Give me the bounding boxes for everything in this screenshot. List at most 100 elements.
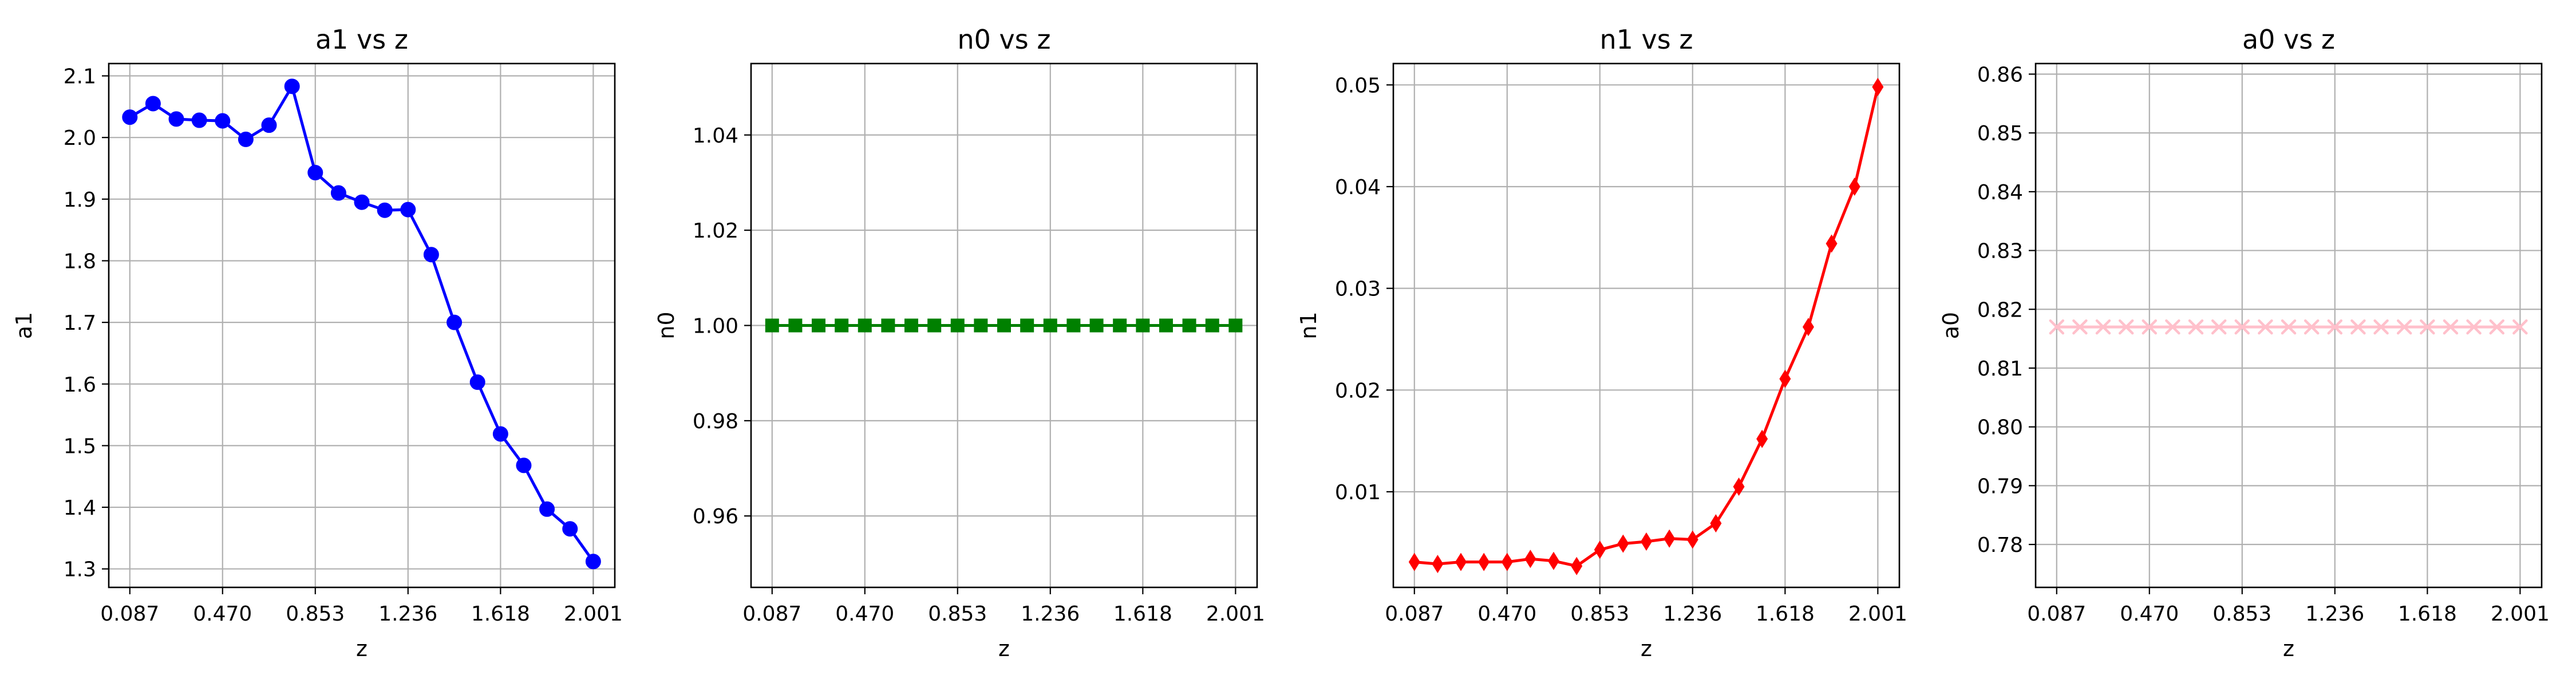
- data-point-marker: [765, 318, 779, 333]
- series-line: [129, 85, 595, 563]
- x-tick-label: 0.470: [1477, 602, 1536, 626]
- data-point-marker: [585, 554, 601, 570]
- x-axis-label: z: [2283, 636, 2294, 661]
- x-tick-label: 0.853: [286, 602, 345, 626]
- y-axis-label: a1: [11, 312, 37, 339]
- y-axis-label: a0: [1938, 312, 1963, 339]
- x-tick-label: 0.087: [742, 602, 801, 626]
- y-tick-label: 1.02: [693, 219, 738, 243]
- data-point-marker: [168, 111, 184, 127]
- x-tick-label: 1.618: [471, 602, 530, 626]
- data-point-marker: [1802, 318, 1814, 337]
- data-point-marker: [788, 318, 803, 333]
- y-tick-label: 0.84: [1977, 181, 2023, 204]
- data-point-marker: [2304, 319, 2320, 335]
- data-point-marker: [307, 165, 323, 181]
- data-point-marker: [2258, 319, 2273, 335]
- data-point-marker: [2072, 319, 2088, 335]
- data-point-marker: [1710, 514, 1722, 533]
- x-tick-label: 2.001: [1848, 602, 1907, 626]
- data-point-marker: [1205, 318, 1219, 333]
- data-point-marker: [2049, 319, 2065, 335]
- data-point-marker: [1478, 552, 1490, 571]
- chart-panel-1: 0.087 0.470 0.853 1.236 1.618 2.001 1.3 1.4 1.5 1…: [11, 24, 623, 661]
- x-tick-label: 2.001: [1206, 602, 1265, 626]
- y-tick-label: 2.0: [64, 127, 96, 150]
- y-tick-label: 1.5: [64, 435, 96, 458]
- data-point-marker: [1501, 552, 1513, 571]
- data-point-marker: [2489, 319, 2504, 335]
- x-tick-label: 0.853: [1570, 602, 1629, 626]
- data-point-marker: [1159, 318, 1173, 333]
- data-point-marker: [2211, 319, 2227, 335]
- x-axis-label: z: [998, 636, 1010, 661]
- x-tick-label: 1.236: [2305, 602, 2364, 626]
- data-point-marker: [1043, 318, 1057, 333]
- chart-title: n0 vs z: [958, 24, 1051, 55]
- data-point-marker: [2466, 319, 2482, 335]
- x-tick-label: 0.470: [2120, 602, 2179, 626]
- y-tick-label: 0.05: [1335, 74, 1381, 97]
- data-point-marker: [447, 314, 463, 330]
- data-point-marker: [1089, 318, 1104, 333]
- y-tick-label: 1.00: [693, 315, 738, 338]
- chart-title: n1 vs z: [1600, 24, 1693, 55]
- y-tick-label: 0.82: [1977, 298, 2023, 322]
- y-tick-label: 0.86: [1977, 63, 2023, 86]
- data-point-marker: [1848, 177, 1860, 196]
- data-point-marker: [858, 318, 872, 333]
- chart-panel-2: 0.087 0.470 0.853 1.236 1.618 2.001 0.96 0.98 1.…: [654, 24, 1265, 661]
- data-point-marker: [1641, 532, 1652, 551]
- axes-frame: [1392, 62, 1901, 589]
- data-point-marker: [354, 194, 370, 210]
- data-point-marker: [1524, 550, 1536, 568]
- data-point-marker: [2443, 319, 2459, 335]
- data-point-marker: [2373, 319, 2389, 335]
- x-axis-label: z: [1641, 636, 1652, 661]
- data-point-marker: [122, 109, 138, 125]
- y-tick-label: 0.80: [1977, 416, 2023, 440]
- data-point-marker: [1756, 429, 1768, 448]
- data-point-marker: [1826, 234, 1838, 253]
- y-tick-label: 0.78: [1977, 534, 2023, 557]
- axes-frame: [108, 62, 616, 589]
- data-point-marker: [997, 318, 1011, 333]
- y-tick-label: 0.04: [1335, 176, 1381, 199]
- y-tick-label: 1.4: [64, 496, 96, 520]
- chart-title: a0 vs z: [2242, 24, 2335, 55]
- data-point-marker: [1733, 477, 1745, 496]
- data-point-marker: [377, 202, 393, 218]
- y-axis-label: n1: [1296, 311, 1321, 339]
- y-tick-label: 1.04: [693, 124, 738, 148]
- chart-panel-4: 0.087 0.470 0.853 1.236 1.618 2.001 0.78 0.79 0.…: [1938, 24, 2550, 661]
- data-point-marker: [2396, 319, 2412, 335]
- data-point-marker: [400, 202, 416, 218]
- y-tick-label: 0.01: [1335, 481, 1381, 504]
- x-tick-label: 0.470: [835, 602, 894, 626]
- y-tick-label: 0.96: [693, 505, 738, 528]
- data-point-marker: [1664, 529, 1676, 548]
- y-tick-label: 0.98: [693, 410, 738, 433]
- x-tick-label: 1.236: [1021, 602, 1080, 626]
- y-tick-label: 1.3: [64, 558, 96, 582]
- y-tick-label: 0.03: [1335, 278, 1381, 301]
- chart-title: a1 vs z: [315, 24, 408, 55]
- data-point-marker: [2095, 319, 2111, 335]
- data-point-marker: [2118, 319, 2134, 335]
- data-point-marker: [2234, 319, 2250, 335]
- x-tick-label: 1.236: [378, 602, 437, 626]
- data-point-marker: [974, 318, 988, 333]
- data-point-marker: [1136, 318, 1150, 333]
- x-tick-label: 0.853: [928, 602, 987, 626]
- axes-frame: [750, 62, 1258, 589]
- data-point-marker: [191, 112, 207, 128]
- data-point-marker: [835, 318, 849, 333]
- data-point-marker: [1455, 552, 1467, 571]
- x-tick-label: 0.087: [2027, 602, 2086, 626]
- data-point-marker: [2281, 319, 2297, 335]
- data-point-marker: [1408, 552, 1420, 571]
- chart-panel-3: 0.087 0.470 0.853 1.236 1.618 2.001 0.01 0.02 0.…: [1296, 24, 1907, 661]
- y-axis-label: n0: [654, 311, 679, 339]
- y-tick-label: 0.79: [1977, 475, 2023, 498]
- y-tick-label: 1.9: [64, 188, 96, 212]
